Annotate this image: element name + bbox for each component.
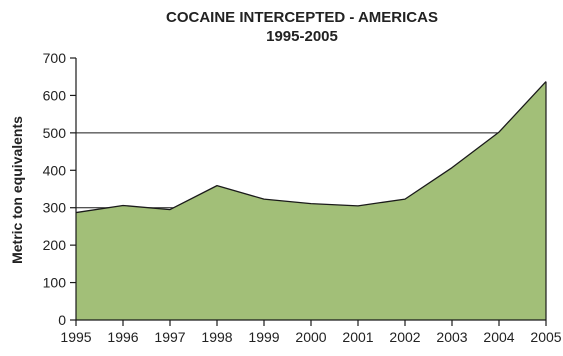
x-tick-label-2002: 2002 [389,329,420,345]
x-tick-label-1997: 1997 [154,329,185,345]
x-tick-labels: 1995 1996 1997 1998 1999 2000 2001 2002 2003 2004… [60,329,561,345]
y-tick-label-0: 0 [58,312,66,328]
y-tick-label-100: 100 [43,275,67,291]
x-tick-label-1995: 1995 [60,329,91,345]
chart-title-block: COCAINE INTERCEPTED - AMERICAS 1995-2005 [82,8,522,46]
y-tick-label-200: 200 [43,237,67,253]
y-tick-labels: 0 100 200 300 400 500 600 700 [43,50,67,328]
y-tick-label-600: 600 [43,87,67,103]
x-tick-label-2000: 2000 [295,329,326,345]
y-tick-label-500: 500 [43,125,67,141]
x-tick-label-2003: 2003 [436,329,467,345]
area-series [75,81,547,320]
chart-subtitle: 1995-2005 [266,28,338,45]
y-tick-label-400: 400 [43,162,67,178]
axes [70,57,547,326]
y-tick-label-300: 300 [43,200,67,216]
x-tick-label-2001: 2001 [342,329,373,345]
area-fill [76,81,546,320]
y-tick-label-700: 700 [43,50,67,66]
x-tick-label-1998: 1998 [201,329,232,345]
x-tick-label-2005: 2005 [530,329,561,345]
chart-title: COCAINE INTERCEPTED - AMERICAS [166,9,438,26]
y-axis-label: Metric ton equivalents [9,116,25,264]
x-tick-label-1999: 1999 [248,329,279,345]
x-tick-label-1996: 1996 [107,329,138,345]
x-tick-label-2004: 2004 [483,329,514,345]
